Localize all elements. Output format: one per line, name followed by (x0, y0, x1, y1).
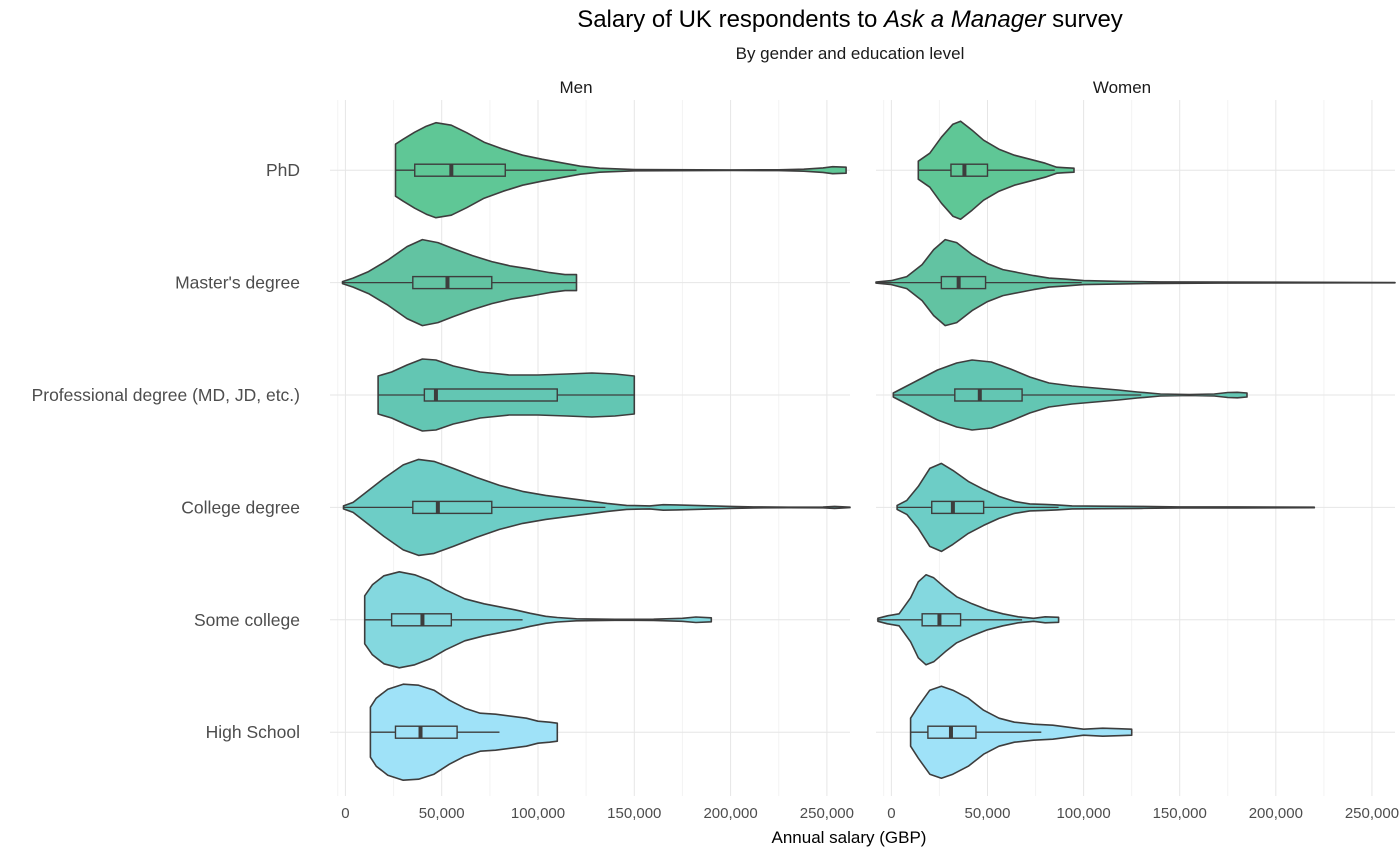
iqr-box (940, 275, 987, 290)
chart-subtitle: By gender and education level (736, 44, 965, 63)
violin-men-phd (394, 121, 847, 219)
y-tick-label-phd: PhD (266, 160, 300, 180)
violin-shape (875, 238, 1396, 327)
violin-women-professional-degree-md-jd-etc (892, 359, 1248, 431)
violin-women-master-s-degree (875, 238, 1396, 327)
panel-title-men: Men (559, 78, 592, 97)
violin-men-high-school (369, 683, 559, 781)
violin-women-college-degree (896, 462, 1316, 553)
iqr-box (931, 500, 985, 515)
x-tick-label: 100,000 (1056, 805, 1110, 822)
chart-title: Salary of UK respondents to Ask a Manage… (577, 6, 1123, 33)
iqr-box (412, 275, 493, 290)
violin-women-high-school (909, 685, 1133, 779)
x-axis-label: Annual salary (GBP) (772, 828, 927, 847)
violin-men-master-s-degree (341, 238, 578, 327)
violin-men-professional-degree-md-jd-etc (377, 358, 636, 432)
violin-shape (363, 571, 713, 669)
violin-women-some-college (877, 574, 1060, 666)
x-tick-label: 200,000 (1249, 805, 1303, 822)
x-tick-label: 150,000 (607, 805, 661, 822)
violin-marks (341, 120, 1396, 781)
iqr-box (950, 163, 989, 177)
x-tick-labels: 0 50,000 100,000 150,000 200,000 250,000 0 50,0… (341, 805, 1399, 822)
iqr-box (423, 388, 558, 402)
x-tick-label: 50,000 (419, 805, 465, 822)
gridlines (330, 100, 1395, 796)
y-tick-label-some-college: Some college (194, 610, 300, 630)
x-tick-label: 100,000 (511, 805, 565, 822)
violin-shape (341, 238, 578, 327)
violin-shape (377, 358, 636, 432)
x-tick-label: 250,000 (800, 805, 854, 822)
x-tick-label: 200,000 (703, 805, 757, 822)
iqr-box (394, 725, 458, 739)
violin-shape (896, 462, 1316, 553)
iqr-box (414, 163, 506, 177)
iqr-box (412, 500, 493, 515)
y-tick-label-college-degree: College degree (181, 497, 300, 517)
violin-men-college-degree (342, 458, 851, 557)
violin-shape (394, 121, 847, 219)
iqr-box (954, 388, 1023, 402)
x-tick-label: 0 (341, 805, 349, 822)
y-tick-label-professional-degree-md-jd-etc: Professional degree (MD, JD, etc.) (32, 385, 300, 405)
category-labels: PhD Master's degree Professional degree (M… (32, 160, 300, 742)
x-tick-label: 0 (887, 805, 895, 822)
x-tick-label: 250,000 (1345, 805, 1399, 822)
x-tick-label: 50,000 (965, 805, 1011, 822)
x-tick-label: 150,000 (1153, 805, 1207, 822)
violin-men-some-college (363, 571, 713, 669)
violin-women-phd (917, 120, 1075, 220)
y-tick-label-master-s-degree: Master's degree (175, 273, 300, 293)
y-tick-label-high-school: High School (206, 722, 300, 742)
panel-title-women: Women (1093, 78, 1151, 97)
